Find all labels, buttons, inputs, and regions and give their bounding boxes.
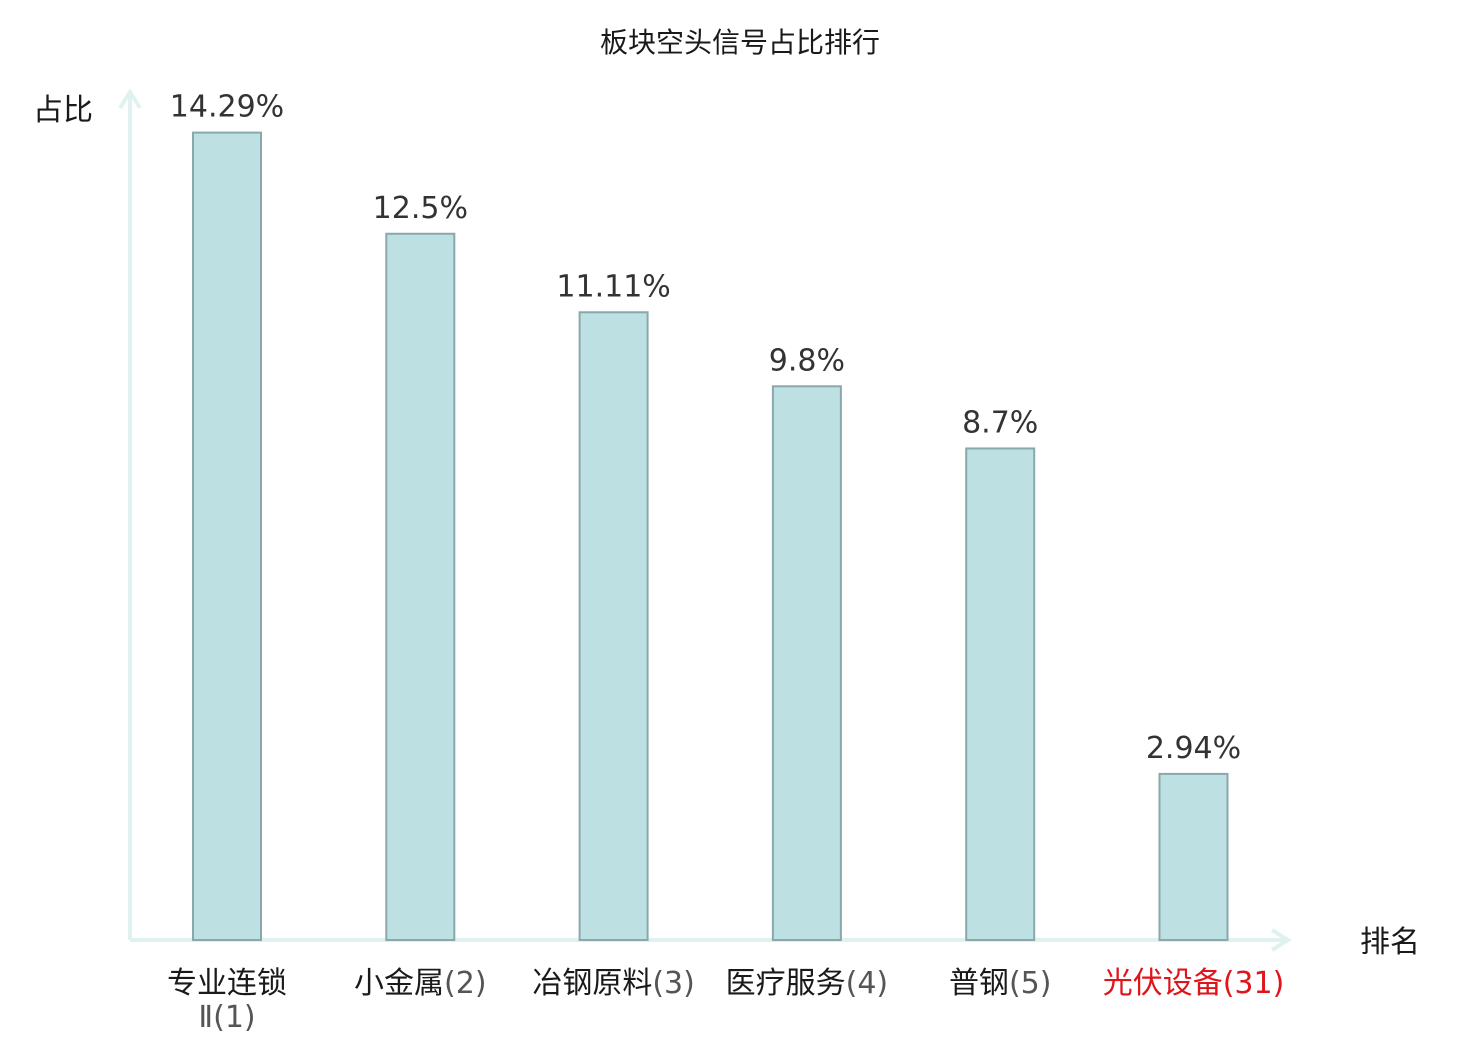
category-rank: Ⅱ(1) [198,1000,255,1035]
x-axis: 排名 [130,925,1420,960]
category-rank: (2) [444,966,487,1001]
category-label: 专业连锁 Ⅱ(1) [167,966,287,1035]
category-name: 普钢 [949,966,1009,1001]
x-axis-arrow-icon [1270,928,1292,952]
bar [771,385,842,941]
y-axis: 占比 [33,88,142,940]
category-label: 普钢(5) [949,966,1051,1001]
bar-value-label: 2.94% [1146,731,1241,766]
bar [1158,772,1229,942]
chart-title: 板块空头信号占比排行 [600,26,880,59]
bar-value-label: 9.8% [769,343,845,378]
category-name: 冶钢原料 [532,966,652,1001]
bar-value-label: 11.11% [556,269,670,304]
bar-value-label: 12.5% [373,191,468,226]
y-axis-label: 占比 [33,93,93,128]
category-labels: 专业连锁 Ⅱ(1) 小金属(2) 冶钢原料(3) 医疗服务(4) 普钢(5) 光伏设备(31… [167,966,1284,1035]
bar-series [192,131,1229,942]
category-rank: (4) [846,966,889,1001]
category-name: 专业连锁 [167,966,287,1001]
category-label: 冶钢原料(3) [532,966,695,1001]
bar-value-label: 8.7% [962,405,1038,440]
category-name: 医疗服务 [726,966,846,1001]
category-rank: (3) [652,966,695,1001]
x-axis-label: 排名 [1360,925,1420,960]
bar [385,232,456,941]
bar [965,447,1036,941]
category-name: 小金属 [354,966,444,1001]
category-label: 光伏设备(31) [1103,966,1285,1001]
bar-value-label: 14.29% [170,90,284,125]
bar [578,311,649,942]
category-name: 光伏设备 [1103,966,1223,1001]
value-labels: 14.29% 12.5% 11.11% 9.8% 8.7% 2.94% [170,90,1241,766]
y-axis-arrow-icon [118,88,142,110]
category-rank: (5) [1009,966,1051,1001]
category-label: 小金属(2) [354,966,487,1001]
bar [192,131,262,942]
category-rank: (31) [1223,966,1285,1001]
category-label: 医疗服务(4) [726,966,889,1001]
